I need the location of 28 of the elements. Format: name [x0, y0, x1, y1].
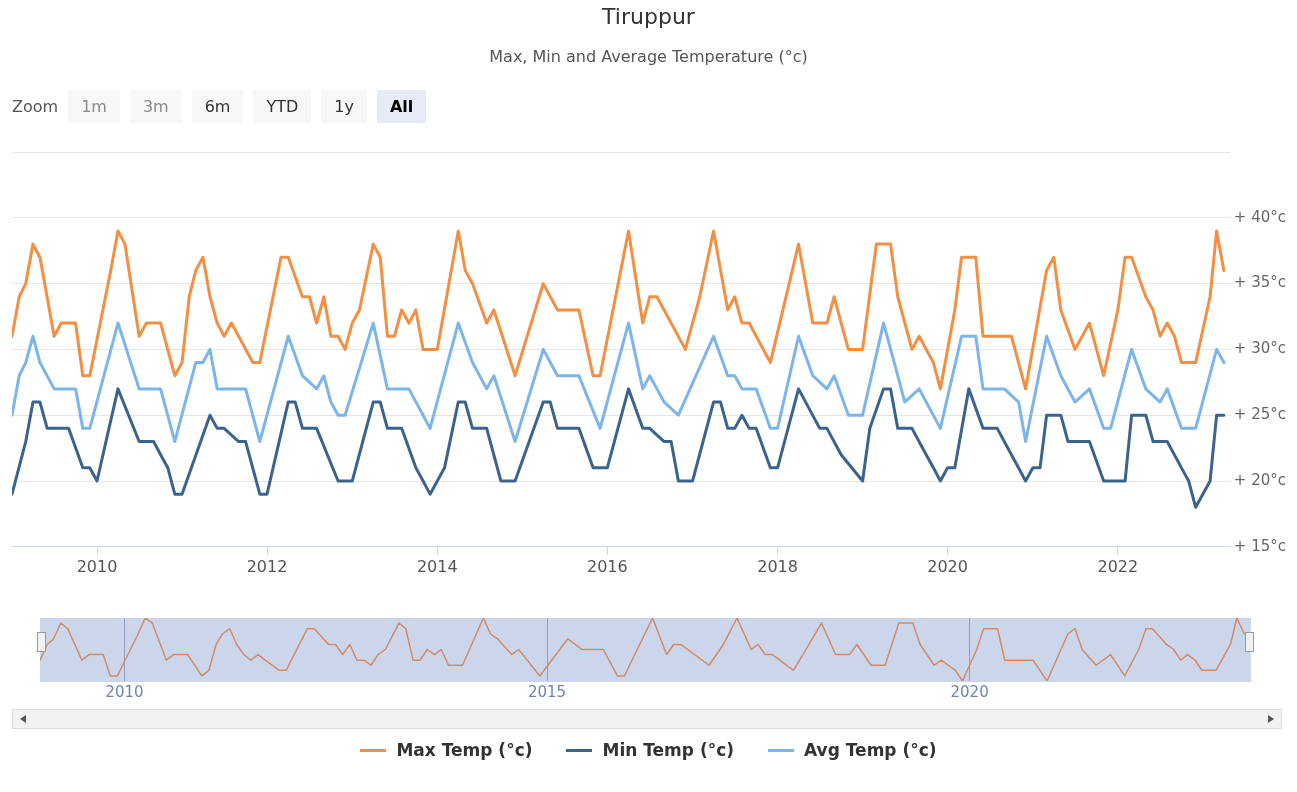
x-tick-label: 2015: [527, 682, 567, 701]
x-tick-label: 2010: [105, 682, 144, 701]
text: Zoom: [12, 97, 59, 116]
y-tick-label: + 40°c: [1233, 207, 1286, 226]
legend-label: Max Temp (°c): [396, 740, 533, 760]
text: YTD: [253, 90, 312, 123]
text: All: [376, 90, 427, 123]
text: 3m: [129, 90, 182, 123]
x-tick-label: 2020: [927, 556, 968, 576]
y-tick-label: + 20°c: [1233, 470, 1286, 489]
y-tick-label: + 25°c: [1233, 405, 1286, 424]
y-tick-label: + 35°c: [1233, 273, 1286, 292]
x-tick-label: 2020: [950, 682, 989, 701]
text: 1y: [321, 90, 367, 123]
text: 1m: [68, 90, 120, 123]
x-tick-label: 2014: [416, 556, 458, 576]
x-tick-label: 2016: [586, 556, 628, 576]
x-tick-label: 2022: [1097, 556, 1139, 576]
x-tick-label: 2018: [757, 556, 798, 576]
x-tick-label: 2010: [76, 556, 118, 576]
chart-subtitle: Max, Min and Average Temperature (°c): [488, 47, 809, 66]
y-tick-label: + 15°c: [1233, 536, 1286, 555]
legend-label: Min Temp (°c): [602, 740, 735, 760]
legend-label: Avg Temp (°c): [804, 740, 937, 760]
text: 6m: [191, 90, 244, 123]
y-tick-label: + 30°c: [1233, 339, 1286, 358]
chart-title: Tiruppur: [601, 4, 696, 29]
x-tick-label: 2012: [246, 556, 288, 576]
